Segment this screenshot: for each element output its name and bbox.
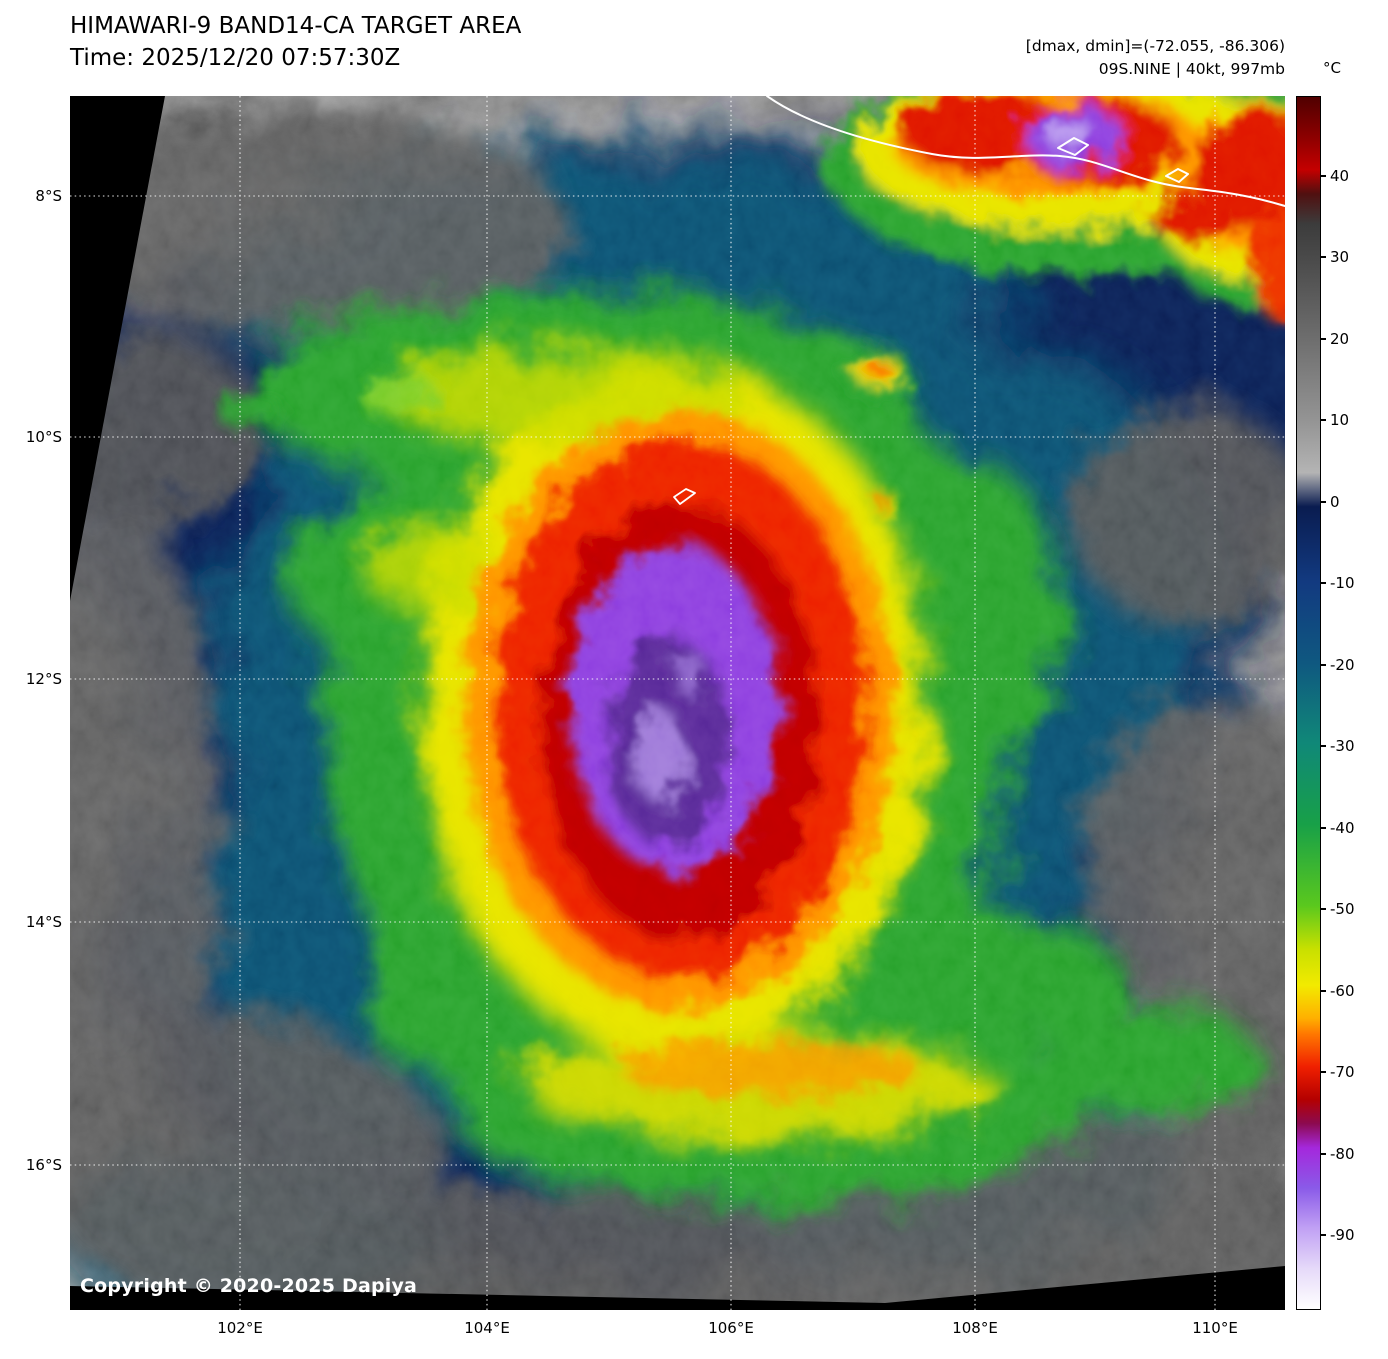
graticule (70, 96, 1285, 1310)
colorbar-tick (1321, 1234, 1326, 1236)
colorbar-tick (1321, 827, 1326, 829)
colorbar-tick-label: -30 (1330, 737, 1355, 755)
colorbar-tick (1321, 664, 1326, 666)
colorbar-tick (1321, 745, 1326, 747)
colorbar-tick-label: -20 (1330, 656, 1355, 674)
colorbar-tick-label: -50 (1330, 900, 1355, 918)
colorbar-tick-label: -80 (1330, 1145, 1355, 1163)
colorbar-tick-label: 40 (1330, 167, 1350, 185)
colorbar-tick (1321, 1071, 1326, 1073)
colorbar-tick-label: 10 (1330, 411, 1350, 429)
lat-axis-label: 8°S (35, 187, 62, 205)
coastline-java (766, 96, 1285, 207)
island-outline (673, 488, 696, 505)
timestamp: Time: 2025/12/20 07:57:30Z (70, 45, 401, 71)
colorbar-tick (1321, 338, 1326, 340)
colorbar-unit-label: °C (1323, 59, 1341, 77)
colorbar-tick (1321, 256, 1326, 258)
colorbar-tick (1321, 501, 1326, 503)
lon-axis-label: 108°E (952, 1319, 998, 1337)
storm-info: 09S.NINE | 40kt, 997mb (1098, 60, 1285, 78)
colorbar-tick-label: -10 (1330, 574, 1355, 592)
colorbar-tick-label: -70 (1330, 1063, 1355, 1081)
colorbar-tick-label: 30 (1330, 248, 1350, 266)
colorbar-tick-label: 0 (1330, 493, 1340, 511)
colorbar-tick-label: -90 (1330, 1226, 1355, 1244)
colorbar-tick (1321, 1153, 1326, 1155)
colorbar-tick (1321, 419, 1326, 421)
colorbar-tick (1321, 582, 1326, 584)
copyright-text: Copyright © 2020-2025 Dapiya (80, 1275, 418, 1297)
colorbar-tick-label: -40 (1330, 819, 1355, 837)
colorbar-tick-label: 20 (1330, 330, 1350, 348)
colorbar-tick-label: -60 (1330, 982, 1355, 1000)
satellite-image (70, 96, 1285, 1310)
lon-axis-label: 106°E (708, 1319, 754, 1337)
map-panel: Copyright © 2020-2025 Dapiya (70, 96, 1285, 1310)
colorbar-tick (1321, 908, 1326, 910)
lat-axis-label: 10°S (25, 428, 62, 446)
lon-axis-label: 110°E (1192, 1319, 1238, 1337)
temperature-colorbar (1296, 96, 1321, 1310)
lat-axis-label: 14°S (25, 913, 62, 931)
lat-axis-label: 12°S (25, 670, 62, 688)
page-title: HIMAWARI-9 BAND14-CA TARGET AREA (70, 13, 522, 39)
lon-axis-label: 102°E (217, 1319, 263, 1337)
colorbar-tick (1321, 990, 1326, 992)
dmax-dmin-readout: [dmax, dmin]=(-72.055, -86.306) (1025, 37, 1285, 55)
lat-axis-label: 16°S (25, 1156, 62, 1174)
lon-axis-label: 104°E (464, 1319, 510, 1337)
colorbar-tick (1321, 175, 1326, 177)
